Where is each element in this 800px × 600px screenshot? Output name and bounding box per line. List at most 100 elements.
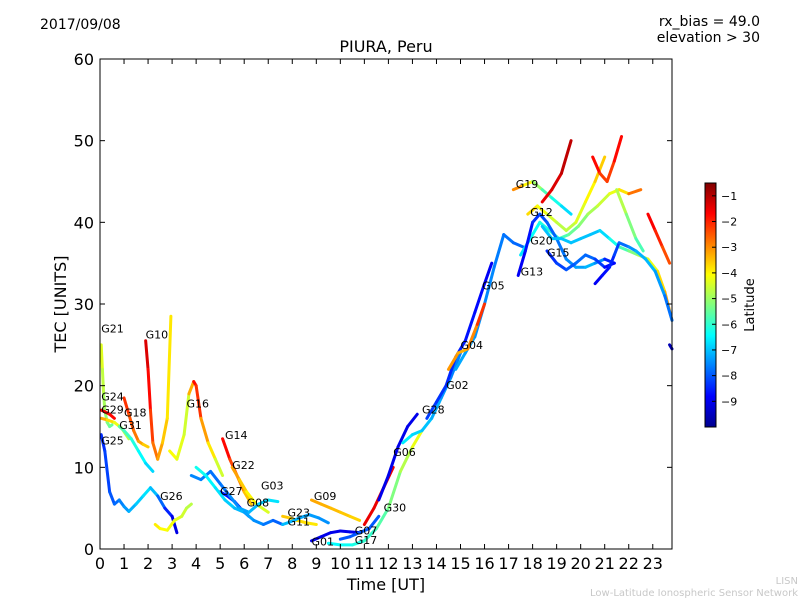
series-segment (386, 469, 402, 510)
series-segment (199, 416, 210, 445)
series-segment (454, 351, 467, 371)
colorbar-tick-label: −8 (721, 370, 737, 383)
series-segment (615, 188, 628, 216)
x-tick-label: 6 (239, 554, 249, 573)
satellite-label: G17 (355, 534, 378, 547)
series-segment (555, 220, 568, 232)
satellite-label: G20 (530, 234, 553, 247)
satellite-label: G24 (101, 390, 124, 403)
series-segment (329, 506, 342, 514)
series-g06 (377, 412, 419, 502)
series-segment (531, 212, 542, 224)
series-segment (252, 518, 265, 526)
series-g19 (511, 180, 573, 216)
series-segment (624, 212, 638, 241)
satellite-label: G27 (220, 485, 243, 498)
satellite-label: G18 (124, 407, 147, 420)
satellite-label: G02 (446, 379, 469, 392)
series-segment (175, 433, 186, 461)
series-segment (170, 514, 179, 535)
series-segment (516, 249, 527, 277)
series-unlabeled-36 (646, 212, 672, 265)
series-segment (309, 498, 323, 506)
rx-bias-label: rx_bias = 49.0 (658, 14, 760, 30)
series-segment (511, 184, 525, 192)
x-tick-label: 17 (498, 554, 518, 573)
satellite-label: G25 (101, 434, 124, 447)
colorbar-tick-label: −6 (721, 318, 737, 331)
series-segment (326, 541, 342, 547)
series-segment (617, 241, 631, 249)
series-segment (185, 502, 193, 510)
series-segment (160, 416, 169, 445)
series-segment (569, 237, 583, 245)
series-segment (483, 261, 494, 286)
series-g17 (326, 429, 424, 547)
colorbar-tick-label: −4 (721, 267, 737, 280)
series-segment (434, 384, 448, 404)
series-g02 (425, 261, 494, 420)
satellite-label: G13 (521, 265, 544, 278)
series-segment (213, 457, 225, 477)
series-segment (608, 253, 616, 269)
series-segment (567, 224, 580, 237)
series-segment (612, 241, 621, 257)
series-segment (148, 408, 155, 445)
y-tick-label: 40 (74, 213, 94, 232)
series-segment (228, 494, 241, 510)
x-tick-label: 7 (263, 554, 273, 573)
series-segment (136, 449, 148, 465)
satellite-label: G04 (461, 339, 484, 352)
y-tick-label: 0 (84, 540, 94, 559)
colorbar-tick-label: −5 (721, 293, 737, 306)
series-g26 (153, 502, 193, 532)
chart-title: PIURA, Peru (339, 37, 433, 56)
satellite-label: G03 (261, 479, 284, 492)
credit-network: Low-Latitude Ionospheric Sensor Network (590, 588, 798, 599)
series-segment (295, 518, 309, 525)
series-segment (100, 367, 106, 396)
series-segment (656, 269, 667, 294)
x-tick-label: 13 (402, 554, 422, 573)
series-segment (129, 437, 140, 453)
series-segment (165, 314, 173, 420)
satellite-label: G09 (314, 490, 337, 503)
series-segment (511, 241, 525, 249)
series-segment (377, 474, 390, 502)
series-segment (271, 518, 285, 526)
series-segment (122, 396, 131, 416)
series-segment (374, 506, 390, 531)
series-segment (531, 180, 544, 192)
x-tick-label: 5 (215, 554, 225, 573)
satellite-label: G08 (247, 497, 270, 510)
satellite-label: G19 (516, 178, 539, 191)
series-segment (230, 465, 241, 482)
x-tick-label: 18 (522, 554, 542, 573)
series-unlabeled-32 (591, 135, 624, 183)
series-segment (593, 257, 607, 265)
x-tick-label: 8 (287, 554, 297, 573)
series-segment (430, 396, 443, 420)
series-segment (588, 229, 602, 237)
series-segment (319, 531, 333, 539)
series-unlabeled-31 (540, 139, 573, 204)
series-segment (108, 490, 116, 506)
series-segment (521, 180, 535, 188)
x-tick-label: 9 (311, 554, 321, 573)
series-segment (386, 445, 400, 477)
x-tick-label: 16 (474, 554, 494, 573)
colorbar-gradient (704, 182, 717, 428)
series-segment (653, 269, 667, 298)
series-segment (108, 412, 116, 420)
series-segment (401, 433, 414, 445)
series-segment (237, 478, 249, 494)
series-segment (350, 539, 366, 547)
y-tick-label: 60 (74, 50, 94, 69)
y-axis: 0 10 20 30 40 50 60 (74, 50, 672, 559)
plot-frame (99, 58, 673, 550)
series-segment (526, 204, 539, 216)
x-tick-label: 2 (143, 554, 153, 573)
series-segment (559, 139, 573, 175)
x-tick-label: 21 (595, 554, 615, 573)
